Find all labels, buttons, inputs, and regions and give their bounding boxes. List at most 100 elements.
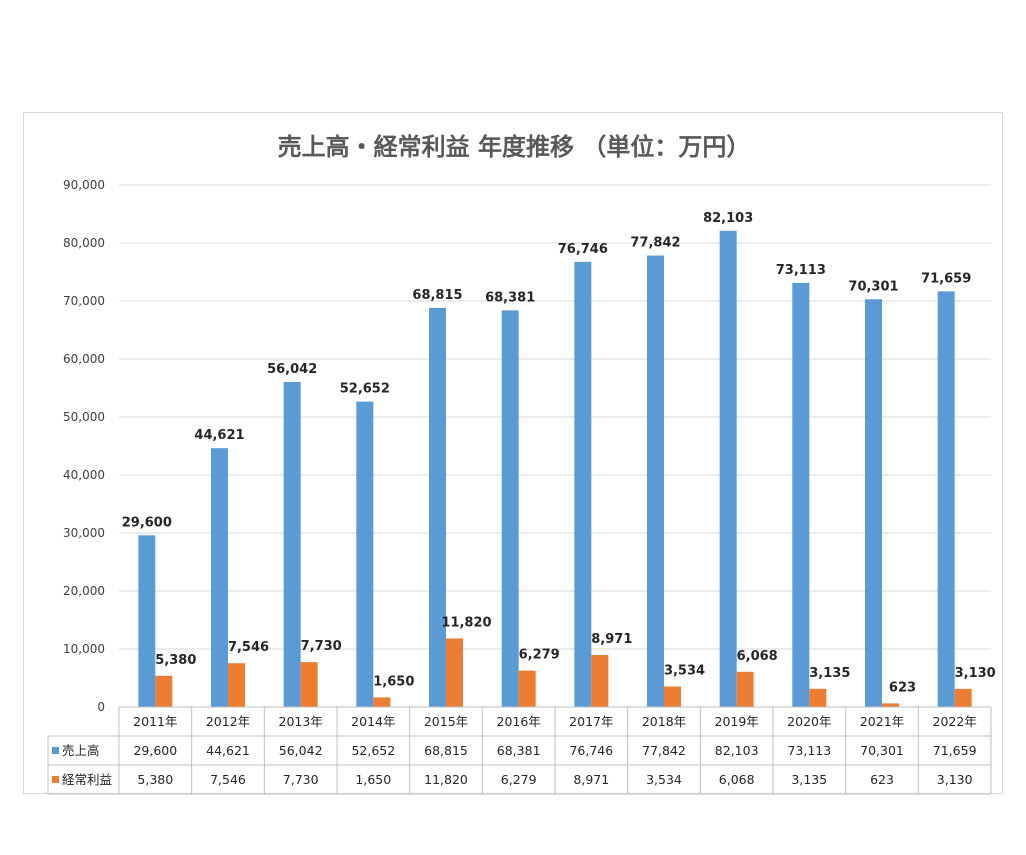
table-cell: 8,971 xyxy=(573,772,609,787)
data-labels: 29,600 44,621 56,042 52,652 68,815 68,381 76,7… xyxy=(122,211,996,696)
x-category-label: 2012年 xyxy=(206,714,250,729)
x-category-label: 2022年 xyxy=(933,714,977,729)
bar-sales xyxy=(429,307,446,707)
x-category-label: 2018年 xyxy=(642,714,686,729)
data-label: 52,652 xyxy=(340,382,390,397)
data-label: 73,113 xyxy=(776,263,826,278)
data-label: 6,279 xyxy=(519,648,560,663)
data-label: 7,546 xyxy=(228,640,269,655)
data-label: 8,971 xyxy=(591,632,632,647)
x-category-label: 2020年 xyxy=(787,714,831,729)
data-label: 44,621 xyxy=(194,428,244,443)
data-label: 3,534 xyxy=(664,664,705,679)
x-category-label: 2019年 xyxy=(715,714,759,729)
x-category-label: 2014年 xyxy=(351,714,395,729)
y-tick-label: 90,000 xyxy=(63,178,105,192)
y-tick-label: 70,000 xyxy=(63,294,105,308)
y-tick-label: 20,000 xyxy=(63,584,105,598)
table-cell: 7,730 xyxy=(283,772,319,787)
data-label: 29,600 xyxy=(122,515,172,530)
bar-ordinary-profit xyxy=(228,663,245,707)
bar-ordinary-profit xyxy=(155,675,173,707)
data-table: 2011年 2012年 2013年 2014年 2015年 2016年 2017年 2018年… xyxy=(47,706,992,795)
data-label: 6,068 xyxy=(737,649,778,664)
table-cell: 44,621 xyxy=(206,743,250,758)
data-label: 56,042 xyxy=(267,362,317,377)
bar-ordinary-profit xyxy=(446,638,463,707)
bar-sales xyxy=(792,282,810,707)
data-label: 7,730 xyxy=(301,639,342,654)
table-cell: 82,103 xyxy=(715,743,759,758)
data-label: 68,815 xyxy=(412,288,462,303)
legend-label: 経常利益 xyxy=(62,772,112,787)
bar-sales xyxy=(574,261,592,707)
bar-sales xyxy=(865,299,882,707)
table-cell: 1,650 xyxy=(355,772,391,787)
bar-ordinary-profit xyxy=(664,686,681,707)
data-label: 68,381 xyxy=(485,290,535,305)
y-tick-label: 40,000 xyxy=(63,468,105,482)
data-label: 5,380 xyxy=(155,653,196,668)
table-cell: 77,842 xyxy=(642,743,686,758)
table-cell: 3,135 xyxy=(791,772,827,787)
table-cell: 11,820 xyxy=(424,772,468,787)
data-label: 623 xyxy=(889,680,916,695)
bar-ordinary-profit xyxy=(809,688,827,707)
x-category-label: 2013年 xyxy=(279,714,323,729)
table-cell: 3,534 xyxy=(646,772,682,787)
data-label: 3,130 xyxy=(955,666,996,681)
x-category-label: 2016年 xyxy=(497,714,541,729)
chart-svg: 売上高・経常利益 年度推移 （単位：万円） 0 10,000 20,000 30,00… xyxy=(47,133,996,795)
bars xyxy=(138,230,972,707)
y-tick-label: 10,000 xyxy=(63,642,105,656)
x-category-label: 2011年 xyxy=(133,714,177,729)
table-cell: 73,113 xyxy=(787,743,831,758)
table-cell: 70,301 xyxy=(860,743,904,758)
bar-sales xyxy=(501,310,519,707)
bar-sales xyxy=(283,381,301,707)
bar-ordinary-profit xyxy=(518,670,536,707)
y-tick-label: 0 xyxy=(97,700,105,714)
data-label: 11,820 xyxy=(441,615,491,630)
y-tick-label: 50,000 xyxy=(63,410,105,424)
gridlines xyxy=(119,184,991,650)
table-cell: 6,279 xyxy=(501,772,537,787)
table-cell: 56,042 xyxy=(279,743,323,758)
data-label: 76,746 xyxy=(558,242,608,257)
x-category-label: 2021年 xyxy=(860,714,904,729)
y-tick-label: 60,000 xyxy=(63,352,105,366)
bar-sales xyxy=(138,535,156,707)
legend-key xyxy=(52,747,59,754)
data-label: 77,842 xyxy=(630,236,680,251)
table-cell: 68,381 xyxy=(497,743,541,758)
table-cell: 76,746 xyxy=(569,743,613,758)
chart-frame: 売上高・経常利益 年度推移 （単位：万円） 0 10,000 20,000 30,00… xyxy=(23,112,1003,795)
data-label: 71,659 xyxy=(921,271,971,286)
table-cell: 6,068 xyxy=(719,772,755,787)
x-category-label: 2015年 xyxy=(424,714,468,729)
bar-ordinary-profit xyxy=(736,671,754,707)
bar-ordinary-profit xyxy=(882,703,899,707)
table-cell: 3,130 xyxy=(937,772,973,787)
bar-ordinary-profit xyxy=(591,654,609,707)
bar-sales xyxy=(937,291,955,707)
data-label: 82,103 xyxy=(703,211,753,226)
y-tick-label: 80,000 xyxy=(63,236,105,250)
y-tick-label: 30,000 xyxy=(63,526,105,540)
chart-title: 売上高・経常利益 年度推移 （単位：万円） xyxy=(278,133,751,161)
data-label: 70,301 xyxy=(848,279,898,294)
table-cell: 68,815 xyxy=(424,743,468,758)
table-cell: 5,380 xyxy=(137,772,173,787)
bar-ordinary-profit xyxy=(373,697,391,707)
table-cell: 623 xyxy=(870,772,894,787)
legend-key xyxy=(52,776,59,783)
data-label: 1,650 xyxy=(373,674,414,689)
table-cell: 7,546 xyxy=(210,772,246,787)
y-axis-ticks: 0 10,000 20,000 30,000 40,000 50,000 60,000 70,… xyxy=(63,178,105,714)
data-label: 3,135 xyxy=(809,666,850,681)
bar-sales xyxy=(356,401,374,707)
table-cell: 52,652 xyxy=(351,743,395,758)
table-cell: 29,600 xyxy=(133,743,177,758)
x-category-label: 2017年 xyxy=(569,714,613,729)
bar-ordinary-profit xyxy=(300,662,318,707)
